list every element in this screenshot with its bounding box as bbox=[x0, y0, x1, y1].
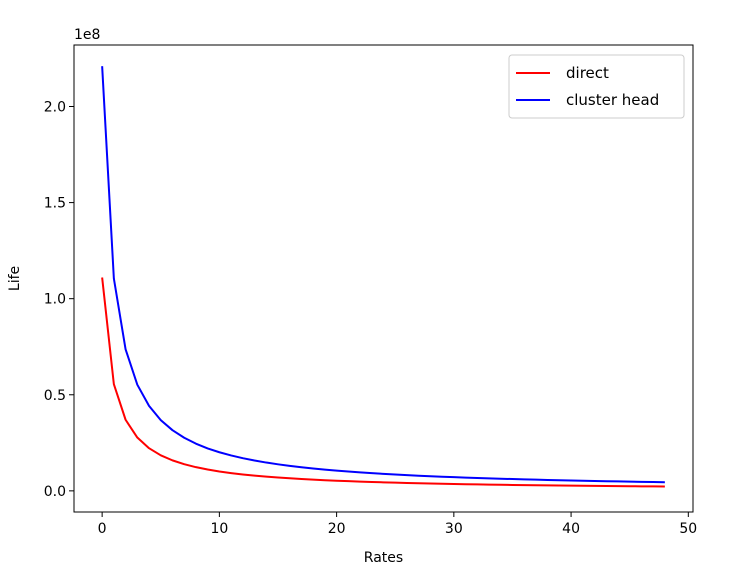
legend-label-direct: direct bbox=[566, 64, 609, 82]
x-tick-label: 40 bbox=[562, 521, 580, 537]
y-tick-label: 2.0 bbox=[44, 99, 66, 115]
x-tick-label: 50 bbox=[679, 521, 697, 537]
y-tick-label: 0.0 bbox=[44, 484, 66, 500]
y-offset-text: 1e8 bbox=[74, 27, 100, 43]
legend-box bbox=[508, 54, 685, 119]
x-tick-label: 10 bbox=[210, 521, 228, 537]
x-tick-label: 30 bbox=[445, 521, 463, 537]
x-tick-label: 20 bbox=[328, 521, 346, 537]
series-layer bbox=[101, 66, 665, 488]
legend: direct cluster head bbox=[508, 54, 685, 119]
x-axis-label: Rates bbox=[364, 550, 403, 566]
x-axis: 0 10 20 30 40 50 bbox=[98, 512, 697, 537]
y-tick-label: 1.5 bbox=[44, 196, 66, 212]
legend-label-cluster-head: cluster head bbox=[566, 91, 659, 109]
series-line-direct bbox=[101, 277, 665, 488]
y-axis: 0.0 0.5 1.0 1.5 2.0 bbox=[44, 99, 74, 500]
y-tick-label: 1.0 bbox=[44, 292, 66, 308]
x-tick-label: 0 bbox=[98, 521, 107, 537]
y-axis-label: Life bbox=[7, 266, 23, 291]
y-tick-label: 0.5 bbox=[44, 388, 66, 404]
series-line-cluster-head bbox=[101, 66, 665, 484]
